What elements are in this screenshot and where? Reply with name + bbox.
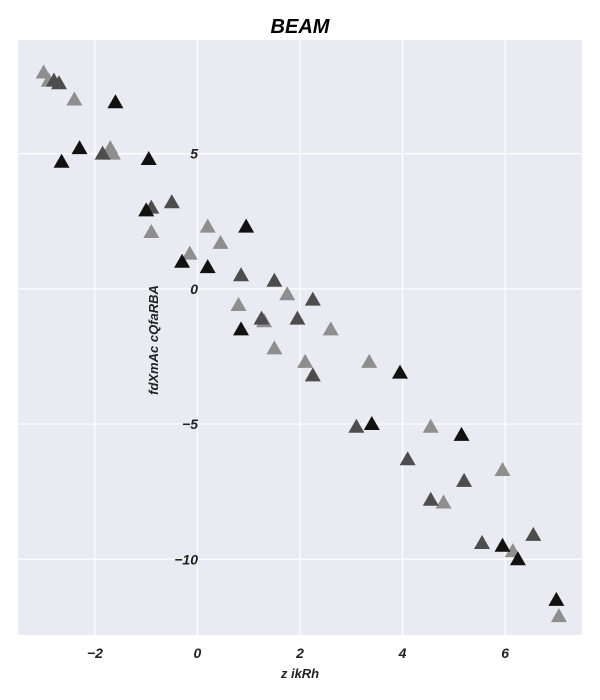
data-point: [453, 426, 470, 441]
data-point: [71, 140, 88, 155]
data-point: [435, 494, 452, 509]
data-point: [140, 151, 157, 165]
x-tick-label: 2: [295, 645, 304, 661]
data-point: [199, 218, 216, 233]
data-point: [322, 321, 339, 336]
data-point: [494, 462, 511, 477]
data-point: [304, 291, 321, 306]
data-point: [363, 416, 380, 431]
data-point: [422, 491, 439, 506]
data-point: [399, 451, 416, 466]
data-point: [297, 353, 314, 368]
data-point: [143, 224, 160, 239]
y-tick-label: −10: [174, 551, 198, 567]
data-point: [266, 272, 283, 287]
data-point: [361, 353, 378, 368]
data-point: [107, 94, 124, 109]
data-point: [51, 75, 68, 90]
data-point: [348, 418, 365, 433]
data-point: [422, 418, 439, 433]
data-point: [548, 591, 565, 606]
data-point: [456, 472, 473, 487]
y-axis-label: fdXmAc cQfaRBA: [146, 285, 161, 395]
y-tick-label: −5: [182, 416, 198, 432]
grid-lines: [18, 40, 582, 635]
tick-labels: −2 0 2 4 6 5 0 −5 −10: [87, 146, 509, 661]
data-point: [181, 245, 198, 260]
data-point: [174, 253, 191, 268]
data-point: [66, 91, 83, 106]
data-point: [525, 526, 542, 541]
y-tick-label: 0: [190, 281, 198, 297]
data-point: [233, 321, 250, 336]
data-points: [35, 64, 567, 623]
x-tick-label: −2: [87, 645, 103, 661]
data-point: [233, 267, 250, 282]
data-point: [550, 608, 567, 623]
data-point: [138, 202, 155, 217]
y-tick-label: 5: [190, 146, 198, 162]
data-point: [266, 340, 283, 355]
data-point: [230, 297, 247, 312]
x-tick-label: 6: [501, 645, 509, 661]
data-point: [494, 537, 511, 552]
data-point: [279, 286, 296, 301]
chart-title: BEAM: [271, 16, 331, 38]
data-point: [391, 364, 408, 379]
data-point: [289, 310, 306, 325]
data-point: [212, 234, 229, 249]
data-point: [199, 259, 216, 274]
data-point: [163, 194, 180, 209]
x-tick-label: 0: [194, 645, 202, 661]
data-point: [253, 310, 270, 325]
data-point: [509, 551, 526, 566]
data-point: [474, 535, 491, 550]
x-tick-label: 4: [398, 645, 407, 661]
x-axis-label: z ikRh: [280, 666, 319, 681]
data-point: [238, 218, 255, 233]
data-point: [304, 367, 321, 382]
data-point: [104, 145, 121, 160]
data-point: [94, 145, 111, 160]
data-point: [53, 153, 70, 168]
